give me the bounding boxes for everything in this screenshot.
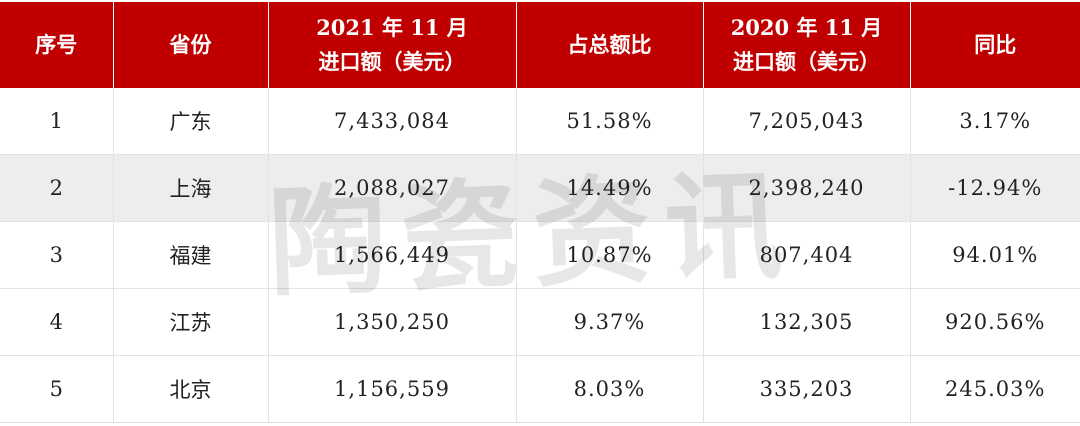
header-share: 占总额比 [516,2,704,88]
cell-share: 8.03% [516,355,704,423]
cell-seq: 3 [0,221,114,289]
cell-import-2021: 1,350,250 [268,288,517,356]
header-import-2020: 2020 年 11 月 进口额（美元） [703,2,911,88]
header-import-2020-line2: 进口额（美元） [733,49,880,74]
cell-share: 10.87% [516,221,704,289]
cell-yoy: 94.01% [910,221,1080,289]
header-seq: 序号 [0,2,114,88]
cell-yoy: 920.56% [910,288,1080,356]
table-row: 1 广东 7,433,084 51.58% 7,205,043 3.17% [0,88,1080,155]
table-row: 5 北京 1,156,559 8.03% 335,203 245.03% [0,355,1080,423]
cell-share: 9.37% [516,288,704,356]
header-import-2021-line2: 进口额（美元） [318,49,466,74]
cell-import-2020: 335,203 [703,355,911,423]
cell-yoy: -12.94% [910,154,1080,222]
cell-import-2021: 2,088,027 [268,154,517,222]
cell-seq: 2 [0,154,114,222]
header-province: 省份 [113,2,269,88]
cell-province: 福建 [113,221,269,289]
table-row: 2 上海 2,088,027 14.49% 2,398,240 -12.94% [0,154,1080,222]
cell-province: 江苏 [113,288,269,356]
cell-import-2020: 7,205,043 [703,88,911,155]
header-import-2021: 2021 年 11 月 进口额（美元） [268,2,517,88]
cell-import-2021: 7,433,084 [268,88,517,155]
header-import-2021-line1: 2021 年 11 月 [316,15,468,40]
cell-share: 14.49% [516,154,704,222]
table-header-row: 序号 省份 2021 年 11 月 进口额（美元） 占总额比 2020 年 11… [0,2,1080,88]
cell-yoy: 3.17% [910,88,1080,155]
cell-seq: 4 [0,288,114,356]
cell-import-2021: 1,156,559 [268,355,517,423]
cell-share: 51.58% [516,88,704,155]
cell-import-2021: 1,566,449 [268,221,517,289]
cell-yoy: 245.03% [910,355,1080,423]
cell-province: 上海 [113,154,269,222]
cell-import-2020: 132,305 [703,288,911,356]
cell-province: 广东 [113,88,269,155]
table-row: 4 江苏 1,350,250 9.37% 132,305 920.56% [0,288,1080,356]
cell-province: 北京 [113,355,269,423]
cell-import-2020: 807,404 [703,221,911,289]
cell-seq: 1 [0,88,114,155]
header-yoy: 同比 [910,2,1080,88]
header-import-2020-line1: 2020 年 11 月 [730,15,883,40]
table-row: 3 福建 1,566,449 10.87% 807,404 94.01% [0,221,1080,289]
cell-import-2020: 2,398,240 [703,154,911,222]
cell-seq: 5 [0,355,114,423]
